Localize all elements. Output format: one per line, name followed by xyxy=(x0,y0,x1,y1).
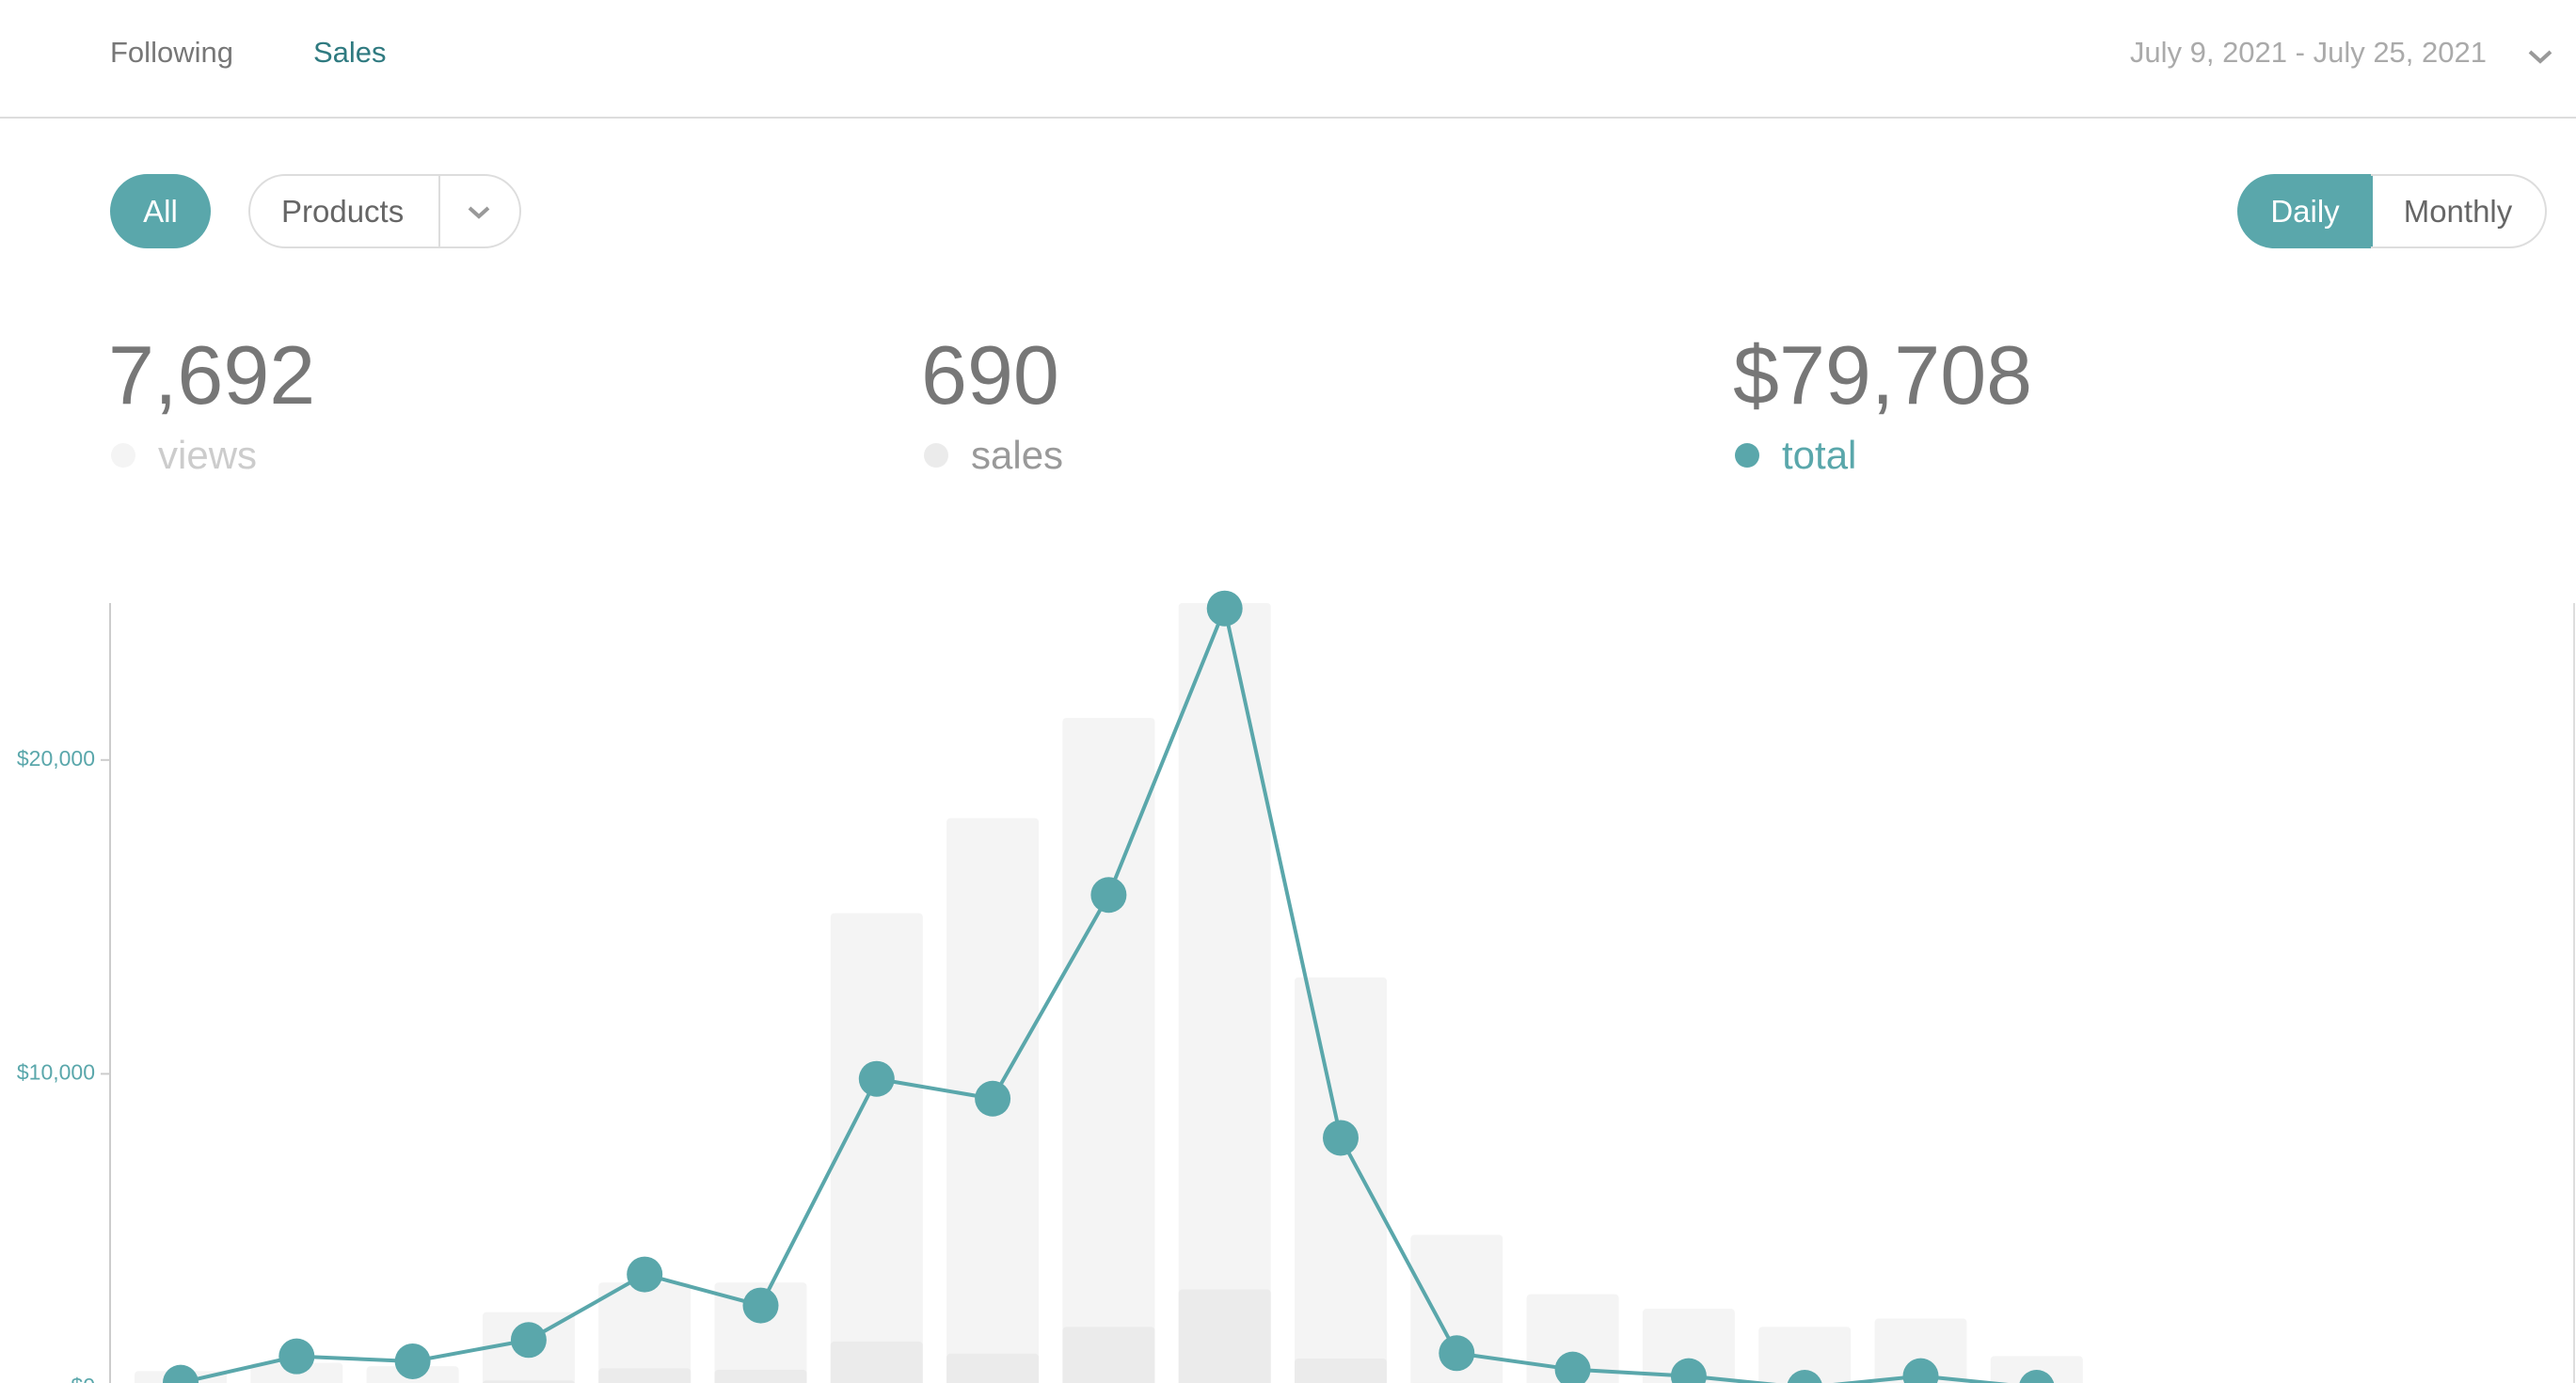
bar xyxy=(1295,1358,1387,1383)
legend-dot xyxy=(111,443,135,468)
point xyxy=(858,1060,895,1097)
bar xyxy=(1062,718,1155,1383)
bar xyxy=(250,1362,343,1383)
bar xyxy=(946,818,1040,1383)
bar xyxy=(1758,1327,1852,1383)
point xyxy=(1439,1335,1475,1372)
legend-dot xyxy=(924,443,948,468)
y-tick-label: $20,000 xyxy=(17,746,95,771)
bar xyxy=(1410,1234,1503,1383)
point xyxy=(1902,1358,1939,1383)
bar xyxy=(366,1366,459,1383)
bar xyxy=(1062,1327,1155,1383)
legend-label: views xyxy=(158,433,258,477)
point xyxy=(394,1343,431,1379)
filter-all[interactable]: All xyxy=(110,174,211,248)
tab-following[interactable]: Following xyxy=(110,36,233,69)
stat-sales: 690 xyxy=(921,328,1059,421)
point xyxy=(1206,590,1243,627)
bar xyxy=(830,913,923,1383)
line xyxy=(180,601,2009,1383)
legend-sales[interactable]: sales xyxy=(924,433,1063,478)
bar xyxy=(1178,603,1271,1383)
point xyxy=(2019,1370,2055,1383)
bar xyxy=(1990,1356,2083,1383)
point xyxy=(278,1338,315,1375)
point xyxy=(163,1364,199,1383)
legend-total[interactable]: total xyxy=(1735,433,1856,478)
date-chevron[interactable] xyxy=(2526,47,2554,66)
point xyxy=(627,1256,663,1293)
header-divider xyxy=(0,117,2576,119)
bar xyxy=(1295,977,1387,1383)
point xyxy=(510,1322,547,1359)
legend-label: total xyxy=(1782,433,1857,477)
products-label: Products xyxy=(281,193,405,229)
toggle-monthly[interactable]: Monthly xyxy=(2371,174,2547,248)
y-tick-label: $0 xyxy=(71,1374,95,1383)
bar xyxy=(482,1311,575,1383)
tab-sales[interactable]: Sales xyxy=(313,36,387,69)
bar xyxy=(1874,1318,1967,1383)
bar xyxy=(1642,1309,1735,1383)
bar xyxy=(1178,1289,1271,1383)
legend-dot xyxy=(1735,443,1759,468)
point xyxy=(742,1287,779,1324)
point xyxy=(1670,1358,1707,1383)
point xyxy=(1554,1351,1591,1383)
products-chevron xyxy=(468,206,490,219)
point xyxy=(975,1080,1011,1117)
legend-views[interactable]: views xyxy=(111,433,257,478)
y-tick-label: $10,000 xyxy=(17,1059,95,1084)
bar xyxy=(598,1282,692,1383)
bar xyxy=(830,1341,923,1383)
bar xyxy=(135,1371,227,1383)
filter-products[interactable]: Products xyxy=(248,174,521,248)
stat-total: $79,708 xyxy=(1733,328,2033,421)
date-range[interactable]: July 9, 2021 - July 25, 2021 xyxy=(2129,36,2487,69)
point xyxy=(1323,1120,1359,1156)
stat-views: 7,692 xyxy=(108,328,316,421)
products-divider xyxy=(438,176,440,246)
bar xyxy=(714,1369,807,1383)
toggle-daily[interactable]: Daily xyxy=(2237,174,2373,248)
bar xyxy=(714,1282,807,1383)
bar xyxy=(1526,1294,1619,1383)
point xyxy=(1787,1370,1822,1383)
bar xyxy=(598,1368,692,1383)
point xyxy=(1090,877,1127,914)
bar xyxy=(946,1353,1040,1383)
legend-label: sales xyxy=(971,433,1064,477)
